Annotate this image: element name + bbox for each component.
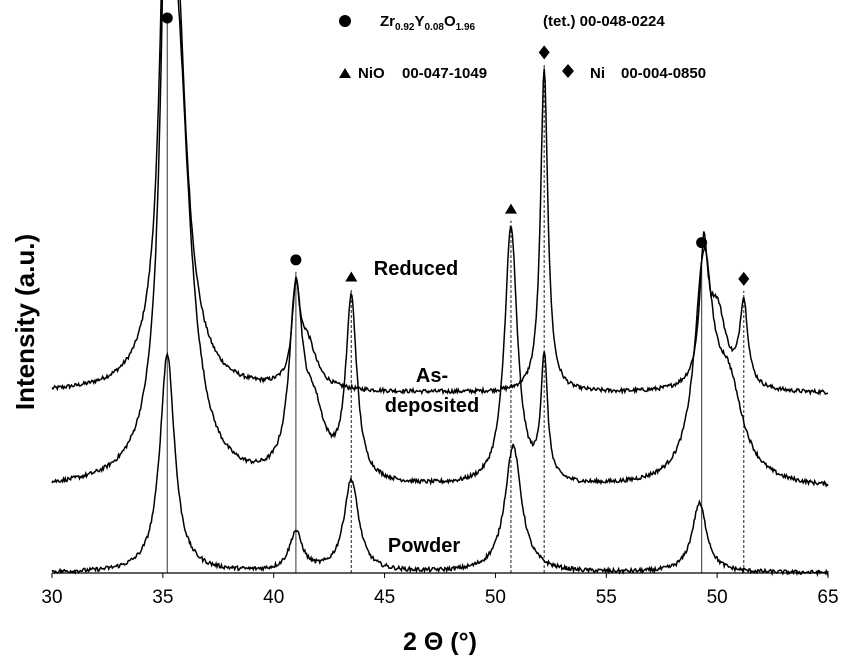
trace-label-line: deposited [385, 395, 479, 417]
trace-labels: Reduced As-deposited Powder [374, 258, 479, 557]
legend-zro2-formula: Zr0.92Y0.08O1.96 [380, 13, 476, 33]
y-axis-title: Intensity (a.u.) [10, 234, 40, 410]
legend-diamond-marker [562, 64, 574, 78]
zro2-peak-marker [696, 237, 708, 249]
x-tick-label: 40 [263, 587, 284, 608]
nio-peak-marker [345, 271, 358, 282]
peak-markers [161, 12, 750, 286]
legend-nio-label: NiO [358, 65, 385, 82]
x-tick-label: 50 [707, 587, 728, 608]
legend-zro2-el2: Y [414, 13, 424, 30]
ni-peak-marker [738, 271, 750, 286]
legend-zro2-sub2: 0.08 [424, 22, 444, 33]
nio-peak-marker [504, 203, 517, 214]
x-tick-label: 45 [374, 587, 395, 608]
zro2-peak-marker [290, 254, 302, 266]
trace-label: Reduced [374, 258, 458, 280]
x-tick-label: 50 [485, 587, 506, 608]
legend-zro2-note: (tet.) 00-048-0224 [543, 13, 665, 30]
reference-lines [166, 18, 745, 573]
trace-as-deposited [51, 0, 829, 488]
legend-zro2-sub3: 1.96 [456, 22, 476, 33]
legend-zro2-sub1: 0.92 [395, 22, 415, 33]
trace-label-line: Powder [388, 535, 460, 557]
trace-label: Powder [388, 535, 460, 557]
x-tick-label: 65 [817, 587, 838, 608]
trace-powder [51, 351, 829, 578]
legend-triangle-marker [339, 68, 351, 78]
legend-circle-marker [339, 15, 351, 27]
legend-ni-card: 00-004-0850 [621, 65, 706, 82]
x-axis-title: 2 Θ (°) [403, 628, 477, 656]
trace-label: As-deposited [385, 365, 479, 417]
x-axis-ticks: 30 35 40 45 50 55 50 65 [41, 573, 839, 608]
zro2-peak-marker [161, 12, 173, 24]
legend-nio-card: 00-047-1049 [402, 65, 487, 82]
trace-reduced [51, 0, 828, 396]
legend-zro2-el1: Zr [380, 13, 395, 30]
legend-zro2-el3: O [444, 13, 456, 30]
legend-ni-label: Ni [590, 65, 605, 82]
x-tick-label: 35 [152, 587, 173, 608]
trace-label-line: Reduced [374, 258, 458, 280]
x-tick-label: 55 [596, 587, 617, 608]
legend: Zr0.92Y0.08O1.96 (tet.) 00-048-0224 NiO … [339, 13, 706, 82]
trace-label-line: As- [416, 365, 448, 387]
diffraction-traces [51, 0, 829, 578]
x-tick-label: 30 [41, 587, 62, 608]
ni-peak-marker [538, 45, 550, 60]
